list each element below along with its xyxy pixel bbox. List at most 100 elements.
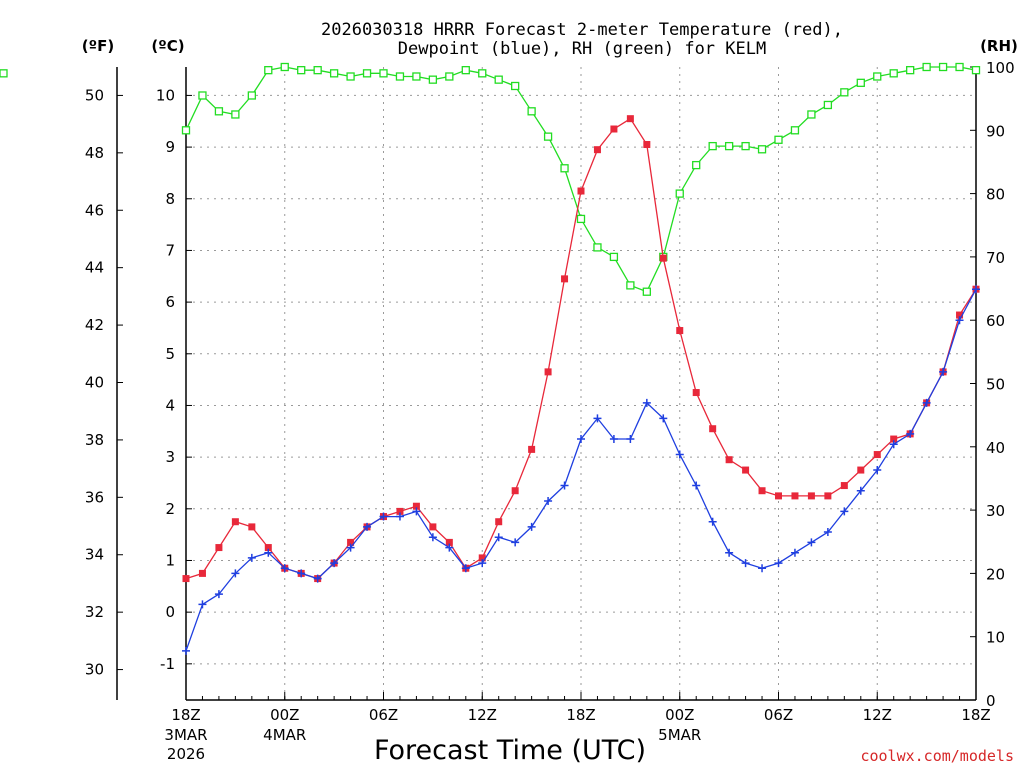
fahrenheit-tick-label: 50 (85, 86, 104, 104)
x-tick-label: 12Z (468, 706, 497, 724)
celsius-unit-label: (ºC) (151, 37, 184, 55)
dewpoint-point (856, 486, 865, 495)
rh-unit-label: (RH) (980, 37, 1018, 55)
rh-point (609, 252, 619, 262)
dewpoint-point (577, 435, 585, 444)
dewpoint-point (395, 512, 404, 521)
temperature-point (215, 544, 223, 552)
dewpoint-point (379, 512, 388, 521)
x-tick-date-label: 3MAR (164, 726, 207, 744)
rh-tick-label: 30 (986, 502, 1005, 520)
rh-point (856, 78, 865, 87)
temperature-point (610, 125, 618, 133)
rh-point (576, 214, 586, 224)
temperature-point (709, 425, 717, 433)
rh-point (428, 75, 438, 84)
rh-point (297, 66, 306, 75)
rh-point (774, 135, 783, 144)
rh-point (675, 189, 684, 198)
rh-point (379, 69, 388, 78)
dewpoint-point (972, 285, 980, 294)
x-tick-label: 00Z (665, 706, 694, 724)
rh-point (329, 69, 339, 78)
x-tick-label: 18Z (566, 706, 595, 724)
celsius-tick-label: 7 (165, 241, 175, 259)
data-series (0, 62, 981, 655)
celsius-tick-label: 1 (165, 551, 175, 569)
dewpoint-point (873, 466, 882, 475)
temperature-point (626, 115, 634, 123)
fahrenheit-tick-label: 40 (85, 373, 104, 391)
rh-point (593, 243, 602, 252)
rh-tick-label: 60 (986, 312, 1005, 330)
temperature-point (511, 487, 519, 495)
rh-point (823, 100, 833, 110)
rh-point (922, 62, 931, 72)
rh-point (362, 69, 372, 78)
fahrenheit-tick-label: 30 (85, 661, 104, 679)
fahrenheit-unit-label: (ºF) (82, 37, 114, 55)
temperature-point (445, 538, 453, 546)
rh-point (906, 66, 915, 75)
tick-labels: 3032343638404244464850-10123456789100102… (85, 59, 1015, 763)
rh-point (445, 72, 454, 81)
dewpoint-point (790, 548, 799, 557)
celsius-tick-label: 10 (156, 86, 175, 104)
rh-point (840, 88, 849, 97)
rh-point (708, 141, 717, 151)
rh-point (560, 164, 569, 173)
temperature-point (725, 456, 733, 464)
dewpoint-point (494, 533, 503, 542)
x-tick-year-label: 2026 (167, 745, 205, 763)
rh-point (181, 126, 191, 135)
rh-point (790, 126, 800, 135)
temperature-point (824, 492, 832, 500)
fahrenheit-tick-label: 42 (85, 316, 104, 334)
rh-point (313, 66, 322, 75)
dewpoint-point (692, 481, 701, 490)
dewpoint-point (544, 497, 553, 506)
rh-tick-label: 20 (986, 565, 1005, 583)
dewpoint-point (478, 559, 487, 568)
dewpoint-point (428, 533, 437, 542)
rh-tick-label: 100 (986, 59, 1015, 77)
rh-point (0, 69, 8, 78)
rh-point (198, 91, 207, 100)
rh-point (724, 141, 734, 151)
dewpoint-point (346, 543, 355, 552)
dewpoint-point (708, 517, 717, 526)
fahrenheit-tick-label: 36 (85, 488, 104, 506)
dewpoint-point (741, 559, 750, 568)
credit-link[interactable]: coolwx.com/models (860, 747, 1014, 765)
dewpoint-point (626, 435, 635, 444)
celsius-tick-label: 4 (165, 396, 175, 414)
temperature-point (659, 254, 667, 262)
dewpoint-point (198, 600, 207, 609)
rh-point (395, 72, 405, 81)
rh-point (642, 287, 651, 296)
temperature-point (528, 445, 536, 453)
rh-point (511, 81, 520, 91)
dewpoint-point (642, 398, 651, 407)
temperature-point (692, 389, 700, 397)
fahrenheit-tick-label: 48 (85, 144, 104, 162)
x-tick-label: 12Z (863, 706, 892, 724)
rh-point (231, 110, 240, 119)
rh-point (247, 91, 256, 100)
dewpoint-point (264, 548, 273, 557)
fahrenheit-tick-label: 38 (85, 431, 104, 449)
dewpoint-point (922, 398, 931, 407)
temperature-point (758, 487, 766, 495)
dewpoint-point (725, 548, 734, 557)
rh-point (527, 107, 536, 116)
rh-point (938, 62, 948, 72)
chart-title-line2: Dewpoint (blue), RH (green) for KELM (398, 39, 766, 59)
temperature-point (742, 466, 750, 474)
fahrenheit-tick-label: 32 (85, 603, 104, 621)
fahrenheit-tick-label: 44 (85, 259, 104, 277)
dewpoint-point (412, 507, 421, 516)
x-tick-label: 06Z (764, 706, 793, 724)
dewpoint-point (823, 528, 832, 537)
celsius-tick-label: 5 (165, 345, 175, 363)
